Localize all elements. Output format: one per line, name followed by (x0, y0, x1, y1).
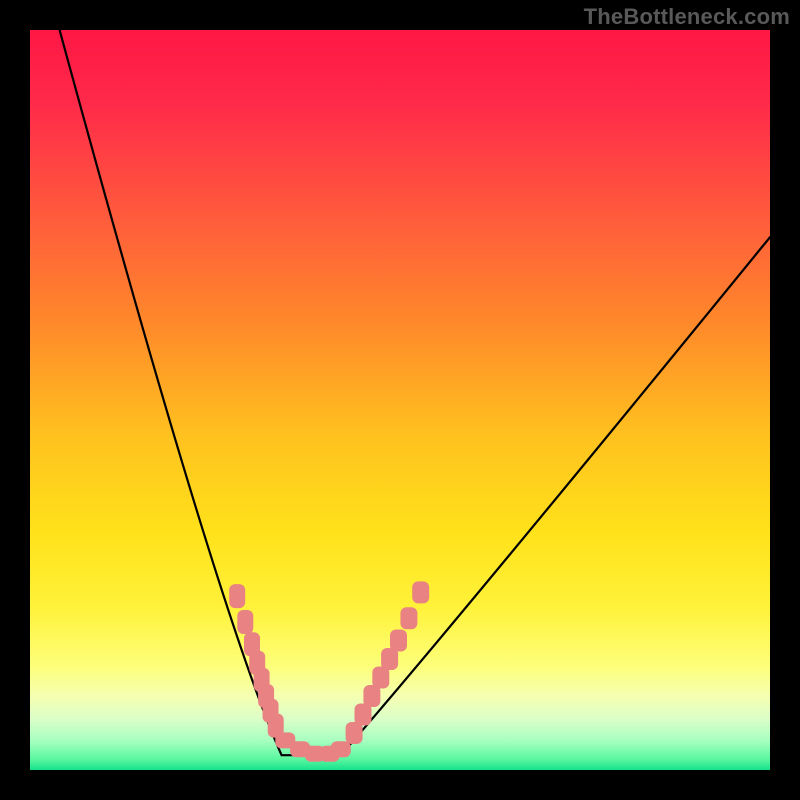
marker-left-1 (237, 610, 253, 634)
marker-left-0 (229, 584, 245, 608)
marker-right-5 (390, 630, 407, 652)
stage: TheBottleneck.com (0, 0, 800, 800)
bottleneck-chart (0, 0, 800, 800)
marker-right-6 (400, 607, 417, 629)
marker-right-7 (412, 581, 429, 603)
marker-bottom-4 (331, 741, 351, 757)
gradient-background (30, 30, 770, 770)
